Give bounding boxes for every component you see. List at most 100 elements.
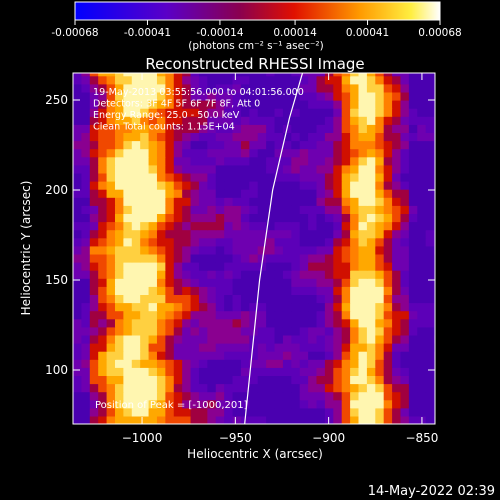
heatmap-cell	[324, 286, 334, 295]
heatmap-cell	[190, 294, 200, 304]
heatmap-cell	[156, 108, 166, 117]
heatmap-cell	[89, 83, 99, 93]
heatmap-cell	[324, 415, 334, 424]
heatmap-cell	[266, 189, 276, 198]
heatmap-cell	[299, 286, 309, 295]
heatmap-cell	[207, 302, 217, 312]
heatmap-cell	[224, 189, 234, 198]
heatmap-cell	[291, 140, 301, 150]
heatmap-cell	[425, 278, 435, 287]
heatmap-cell	[274, 383, 284, 393]
heatmap-cell	[156, 245, 166, 255]
heatmap-cell	[215, 181, 225, 190]
colorbar-tick-label: 0.00068	[418, 27, 461, 39]
heatmap-cell	[274, 116, 284, 125]
heatmap-cell	[375, 359, 385, 368]
heatmap-cell	[333, 83, 343, 93]
heatmap-cell	[324, 116, 334, 125]
heatmap-cell	[249, 278, 259, 287]
heatmap-cell	[341, 343, 351, 352]
heatmap-cell	[425, 205, 435, 214]
heatmap-cell	[173, 278, 183, 287]
heatmap-cell	[232, 148, 242, 158]
heatmap-cell	[282, 262, 292, 271]
heatmap-cell	[425, 415, 435, 424]
heatmap-cell	[425, 73, 435, 77]
heatmap-cell	[131, 132, 141, 142]
heatmap-cell	[114, 391, 124, 401]
heatmap-cell	[173, 221, 183, 231]
heatmap-cell	[358, 375, 368, 385]
heatmap-cell	[274, 351, 284, 360]
heatmap-cell	[131, 181, 141, 190]
heatmap-cell	[182, 108, 192, 117]
heatmap-cell	[299, 383, 309, 393]
heatmap-cell	[316, 116, 326, 125]
heatmap-cell	[282, 343, 292, 352]
heatmap-cell	[291, 156, 301, 166]
heatmap-cell	[316, 326, 326, 336]
heatmap-cell	[131, 351, 141, 360]
heatmap-cell	[341, 132, 351, 142]
heatmap-cell	[165, 164, 175, 174]
heatmap-cell	[156, 391, 166, 401]
heatmap-cell	[89, 375, 99, 385]
heatmap-cell	[140, 375, 150, 385]
heatmap-cell	[224, 302, 234, 312]
heatmap-cell	[299, 375, 309, 385]
heatmap-cell	[182, 262, 192, 271]
heatmap-cell	[358, 205, 368, 214]
heatmap-cell	[207, 262, 217, 271]
heatmap-cell	[249, 367, 259, 376]
heatmap-cell	[257, 278, 267, 287]
heatmap-cell	[282, 359, 292, 368]
heatmap-cell	[148, 237, 158, 247]
heatmap-cell	[308, 286, 318, 295]
heatmap-cell	[257, 318, 267, 328]
heatmap-cell	[207, 108, 217, 117]
heatmap-cell	[148, 399, 158, 409]
heatmap-cell	[207, 286, 217, 295]
heatmap-cell	[73, 245, 82, 255]
heatmap-cell	[207, 140, 217, 150]
heatmap-cell	[249, 181, 259, 190]
heatmap-cell	[73, 407, 82, 417]
heatmap-cell	[114, 318, 124, 328]
heatmap-cell	[333, 221, 343, 231]
heatmap-cell	[182, 375, 192, 385]
heatmap-cell	[299, 189, 309, 198]
heatmap-cell	[190, 318, 200, 328]
heatmap-cell	[182, 294, 192, 304]
heatmap-cell	[392, 318, 402, 328]
heatmap-cell	[316, 156, 326, 166]
heatmap-cell	[240, 253, 250, 263]
heatmap-cell	[173, 391, 183, 401]
heatmap-cell	[114, 100, 124, 109]
heatmap-cell	[266, 375, 276, 385]
heatmap-cell	[366, 262, 376, 271]
heatmap-cell	[266, 132, 276, 142]
heatmap-cell	[232, 343, 242, 352]
heatmap-cell	[240, 73, 250, 77]
heatmap-cell	[274, 278, 284, 287]
heatmap-cell	[341, 91, 351, 101]
heatmap-cell	[131, 310, 141, 320]
heatmap-cell	[140, 310, 150, 320]
heatmap-cell	[73, 156, 82, 166]
heatmap-cell	[106, 399, 116, 409]
heatmap-cell	[350, 270, 360, 279]
heatmap-cell	[333, 132, 343, 142]
heatmap-cell	[350, 318, 360, 328]
heatmap-cell	[98, 253, 108, 263]
heatmap-cell	[114, 116, 124, 125]
heatmap-cell	[266, 278, 276, 287]
heatmap-cell	[400, 116, 410, 125]
heatmap-cell	[182, 100, 192, 109]
heatmap-cell	[165, 229, 175, 239]
heatmap-cell	[350, 83, 360, 93]
heatmap-cell	[274, 108, 284, 117]
heatmap-cell	[190, 91, 200, 101]
heatmap-cell	[358, 415, 368, 424]
heatmap-cell	[215, 73, 225, 77]
heatmap-cell	[224, 100, 234, 109]
